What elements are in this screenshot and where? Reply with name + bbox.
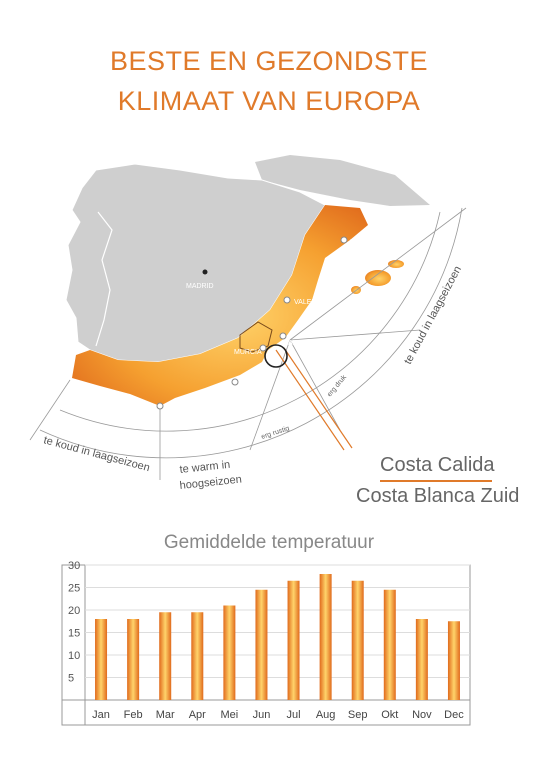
chart-bar — [351, 580, 364, 700]
madrid-marker — [202, 269, 208, 275]
valencia-marker — [283, 296, 291, 304]
chart-x-tick: Jul — [287, 709, 301, 721]
island-mallorca — [365, 270, 391, 286]
legend-costa-blanca: Costa Blanca Zuid — [356, 485, 520, 507]
barcelona-marker — [340, 236, 348, 244]
zone-label-erg-druk: erg druk — [326, 374, 348, 399]
chart-bar — [95, 619, 108, 700]
chart-bar — [383, 589, 396, 700]
chart-x-tick: Feb — [124, 709, 143, 721]
zone-arc-inner — [59, 211, 441, 432]
radial-line-4 — [249, 339, 291, 451]
chart-y-tick: 15 — [68, 628, 80, 640]
alicante-marker — [279, 332, 287, 340]
highlight-line-1 — [275, 349, 345, 451]
chart-bar — [223, 605, 236, 700]
gibraltar-marker — [156, 402, 164, 410]
portugal-border — [95, 211, 113, 347]
zone-label-warm-1: te warm in — [179, 459, 231, 476]
chart-x-tick: Sep — [348, 709, 368, 721]
city-valencia: VALENCIA — [294, 299, 328, 306]
chart-x-tick: Apr — [189, 709, 206, 721]
zone-arc-outer — [39, 207, 463, 459]
page-title-line2: KLIMAAT VAN EUROPA — [117, 86, 421, 116]
chart-x-tick: Aug — [316, 709, 336, 721]
chart-y-tick: 30 — [68, 560, 80, 572]
spain-map: MADRID BARCELONA VALENCIA ALICANTE MURCI… — [29, 155, 467, 492]
city-almeria: ALMERIA — [224, 393, 255, 400]
chart-x-tick: Okt — [381, 709, 398, 721]
city-barcelona: BARCELONA — [350, 239, 394, 246]
location-circle — [264, 344, 288, 368]
highlight-line-2 — [283, 347, 353, 449]
chart-x-tick: Dec — [444, 709, 464, 721]
zone-label-koud-right: te koud in laagseizoen — [402, 264, 464, 366]
chart-x-tick: Mar — [156, 709, 175, 721]
city-gibraltar: GIBRALTAR — [166, 413, 205, 420]
murcia-marker — [259, 344, 267, 352]
zone-label-koud-left: te koud in laagseizoen — [42, 434, 151, 474]
zone-label-warm-2: hoogseizoen — [179, 474, 242, 492]
chart-bar — [159, 612, 172, 700]
chart-x-tick: Nov — [412, 709, 432, 721]
chart-bar — [415, 619, 428, 700]
legend-costa-calida: Costa Calida — [380, 454, 495, 476]
page-title-line1: BESTE EN GEZONDSTE — [109, 46, 429, 76]
radial-line-1 — [289, 207, 467, 341]
zone-label-erg-rustig: erg rustig — [260, 425, 290, 441]
chart-x-tick: Mei — [221, 709, 239, 721]
chart-x-tick: Jun — [253, 709, 271, 721]
chart-x-tick: Jan — [92, 709, 110, 721]
island-menorca — [388, 260, 404, 268]
radial-line-2 — [289, 329, 421, 341]
chart-bar — [127, 619, 140, 700]
chart-bar — [191, 612, 204, 700]
chart-y-tick: 10 — [68, 650, 80, 662]
chart-bar — [319, 574, 332, 700]
radial-line-6 — [29, 379, 71, 441]
city-madrid: MADRID — [186, 283, 214, 290]
almeria-marker — [231, 378, 239, 386]
chart-bar — [447, 621, 460, 700]
chart-y-tick: 5 — [68, 673, 74, 685]
murcia-outline — [239, 321, 273, 353]
radial-line-3 — [289, 339, 341, 431]
chart-y-tick: 20 — [68, 605, 80, 617]
city-alicante: ALICANTE — [288, 340, 323, 347]
france-land — [255, 155, 430, 206]
city-murcia: MURCIA — [234, 349, 262, 356]
chart-title: Gemiddelde temperatuur — [163, 532, 375, 553]
temperature-chart: 5 10 15 20 25 30 Jan Feb Mar Apr Mei Jun Jul Aug Sep O… — [61, 560, 471, 726]
chart-y-tick: 25 — [68, 583, 80, 595]
coastal-region — [72, 205, 368, 406]
chart-bar — [255, 589, 268, 700]
legend-divider — [380, 480, 492, 482]
chart-bar — [287, 580, 300, 700]
